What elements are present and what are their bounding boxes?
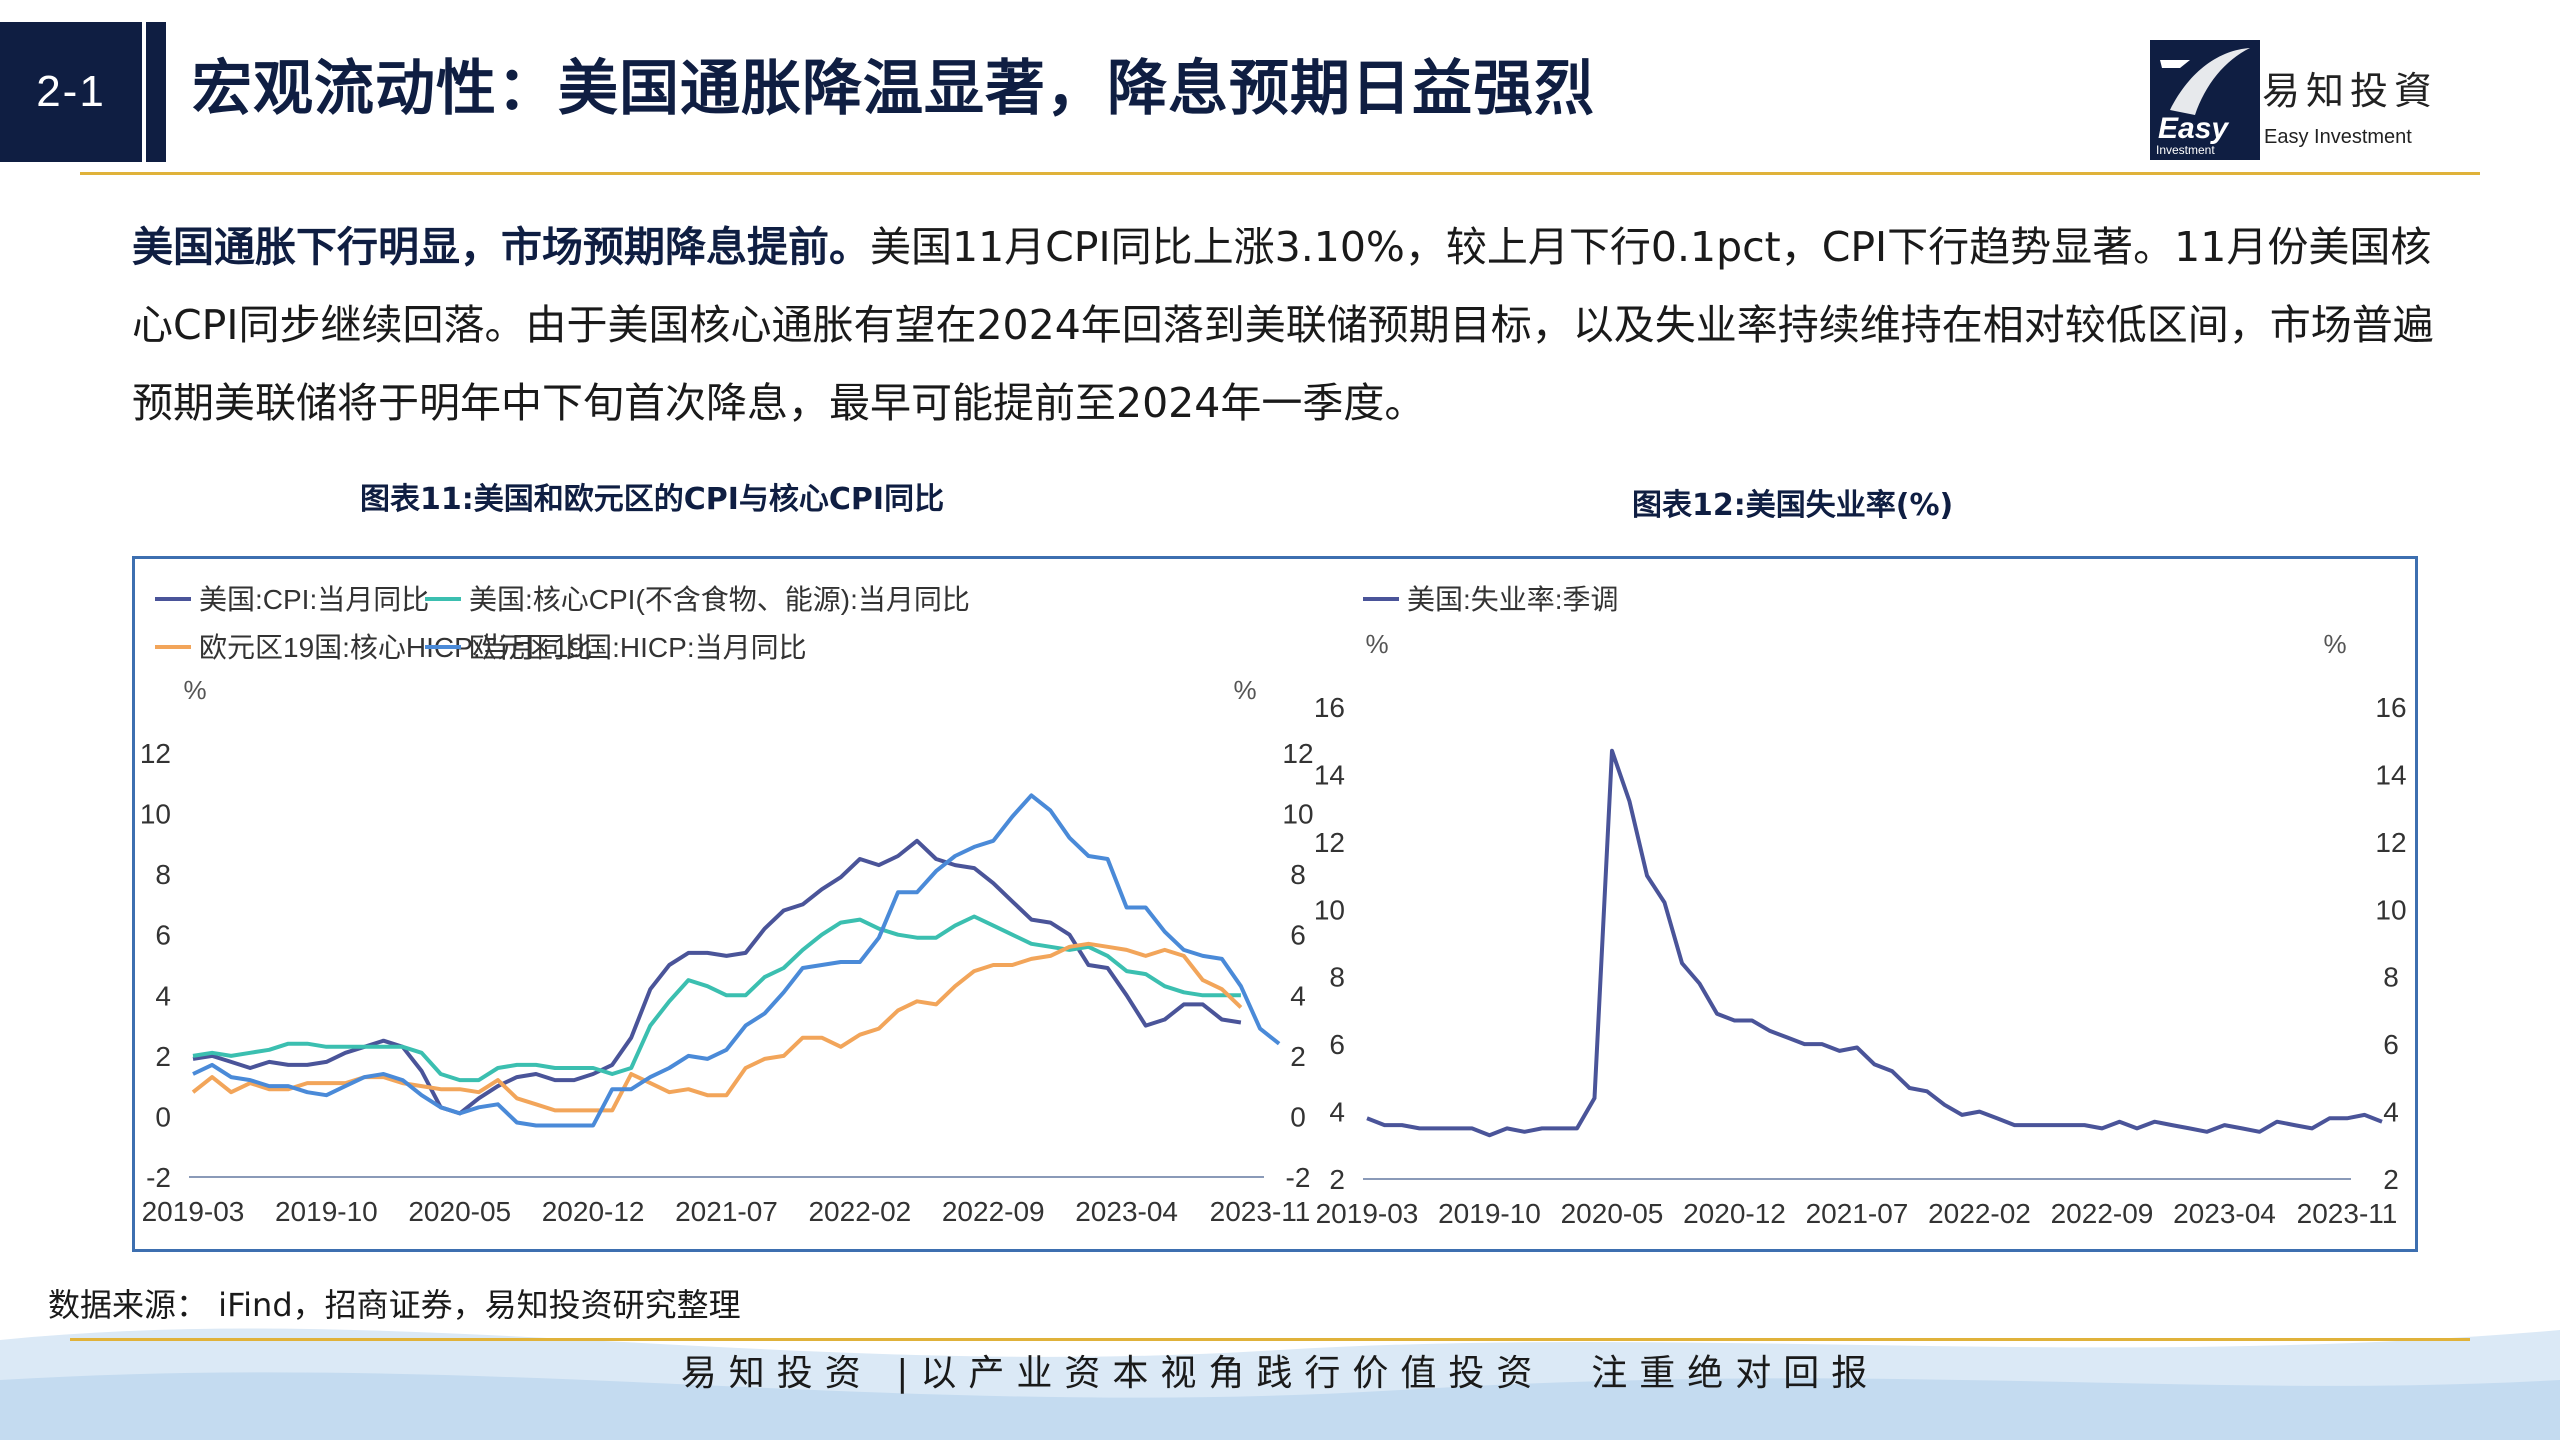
y-tick-label-right: -2 <box>1286 1162 1311 1193</box>
chart-title-unemployment: 图表12:美国失业率(%) <box>1632 488 1954 523</box>
y-tick-label-right: 14 <box>2375 759 2406 790</box>
footer-wave-background <box>0 1328 2560 1440</box>
summary-paragraph: 美国通胀下行明显，市场预期降息提前。美国11月CPI同比上涨3.10%，较上月下… <box>132 208 2462 442</box>
x-tick-label: 2020-12 <box>542 1196 645 1227</box>
y-tick-label-right: 6 <box>1290 920 1306 951</box>
x-tick-label: 2020-12 <box>1683 1198 1786 1229</box>
y-tick-label-left: 16 <box>1314 692 1345 723</box>
chart-frame: -2 -2 0 0 2 2 4 4 6 6 8 8 10 10 12 12%% 2019-03 2019-10 20… <box>132 556 2418 1252</box>
x-tick-label: 2023-04 <box>1075 1196 1178 1227</box>
y-tick-label-left: 0 <box>155 1101 171 1132</box>
legend-label: 欧元区19国:HICP:当月同比 <box>469 632 807 663</box>
legend-label: 美国:CPI:当月同比 <box>199 584 429 615</box>
y-tick-label-left: 2 <box>155 1041 171 1072</box>
x-tick-label: 2020-05 <box>408 1196 511 1227</box>
x-tick-label: 2021-07 <box>675 1196 778 1227</box>
logo-english-text: Easy Investment <box>2264 126 2412 148</box>
series-line-1-0 <box>1366 748 2383 1138</box>
x-tick-label: 2023-04 <box>2173 1198 2276 1229</box>
x-tick-label: 2020-05 <box>1561 1198 1664 1229</box>
x-tick-label: 2022-09 <box>942 1196 1045 1227</box>
y-tick-label-right: 4 <box>2383 1097 2399 1128</box>
y-tick-label-right: 16 <box>2375 692 2406 723</box>
logo-mark-icon: Easy Investment <box>2156 48 2250 157</box>
y-tick-label-right: 10 <box>2375 894 2406 925</box>
y-tick-label-right: 12 <box>1282 738 1313 769</box>
data-source: 数据来源： iFind，招商证券，易知投资研究整理 <box>48 1286 741 1324</box>
x-tick-label: 2023-11 <box>2297 1198 2398 1229</box>
y-tick-label-left: -2 <box>146 1162 171 1193</box>
y-tick-label-left: 10 <box>1314 894 1345 925</box>
logo-chinese-text: 易知投資 <box>2262 69 2439 113</box>
y-tick-label-left: 12 <box>140 738 171 769</box>
summary-text: 美国11月CPI同比上涨3.10%，较上月下行0.1pct，CPI下行趋势显著。… <box>132 223 2434 427</box>
x-tick-label: 2021-07 <box>1806 1198 1909 1229</box>
logo-mark-subtext: Investment <box>2156 143 2215 157</box>
x-tick-label: 2019-03 <box>142 1196 245 1227</box>
summary-lead: 美国通胀下行明显，市场预期降息提前。 <box>132 223 870 271</box>
legend-label: 欧元区19国:核心HICP:当月同比 <box>199 632 593 663</box>
y-tick-label-right: 6 <box>2383 1029 2399 1060</box>
x-tick-label: 2019-10 <box>275 1196 378 1227</box>
y-tick-label-left: 4 <box>155 980 171 1011</box>
x-tick-label: 2019-03 <box>1316 1198 1419 1229</box>
y-tick-label-right: 12 <box>2375 827 2406 858</box>
series-line-0-0 <box>192 838 1242 1116</box>
y-tick-label-right: 2 <box>1290 1041 1306 1072</box>
y-tick-label-left: 4 <box>1329 1097 1345 1128</box>
y-tick-label-left: 8 <box>155 859 171 890</box>
y-tick-label-right: 4 <box>1290 980 1306 1011</box>
header-divider <box>80 172 2480 175</box>
footer-divider <box>70 1338 2470 1341</box>
y-tick-label-left: 6 <box>1329 1029 1345 1060</box>
section-accent-bar <box>146 22 166 162</box>
footer-slogan: 易知投资 |以产业资本视角践行价值投资 注重绝对回报 <box>680 1353 1880 1394</box>
y-unit-left: % <box>183 675 206 705</box>
section-number: 2-1 <box>0 22 142 162</box>
x-tick-label: 2022-02 <box>808 1196 911 1227</box>
legend-label: 美国:失业率:季调 <box>1407 584 1619 615</box>
y-tick-label-right: 8 <box>1290 859 1306 890</box>
x-tick-label: 2022-02 <box>1928 1198 2031 1229</box>
y-tick-label-left: 8 <box>1329 962 1345 993</box>
y-tick-label-right: 10 <box>1282 799 1313 830</box>
y-tick-label-right: 8 <box>2383 962 2399 993</box>
legend-label: 美国:核心CPI(不含食物、能源):当月同比 <box>469 584 970 615</box>
y-tick-label-left: 12 <box>1314 827 1345 858</box>
y-tick-label-left: 14 <box>1314 759 1345 790</box>
y-tick-label-right: 2 <box>2383 1164 2399 1195</box>
x-tick-label: 2019-10 <box>1438 1198 1541 1229</box>
y-tick-label-left: 6 <box>155 920 171 951</box>
y-tick-label-left: 2 <box>1329 1164 1345 1195</box>
company-logo: Easy Investment <box>2150 40 2260 160</box>
series-line-0-3 <box>192 793 1281 1128</box>
y-unit-left: % <box>1365 629 1388 659</box>
page-title: 宏观流动性：美国通胀降温显著，降息预期日益强烈 <box>192 54 1595 124</box>
x-tick-label: 2022-09 <box>2051 1198 2154 1229</box>
y-unit-right: % <box>2323 629 2346 659</box>
x-tick-label: 2023-11 <box>1210 1196 1311 1227</box>
y-tick-label-right: 0 <box>1290 1101 1306 1132</box>
y-unit-right: % <box>1233 675 1256 705</box>
logo-mark-text: Easy <box>2158 112 2229 145</box>
y-tick-label-left: 10 <box>140 799 171 830</box>
chart-title-cpi: 图表11:美国和欧元区的CPI与核心CPI同比 <box>360 482 945 517</box>
